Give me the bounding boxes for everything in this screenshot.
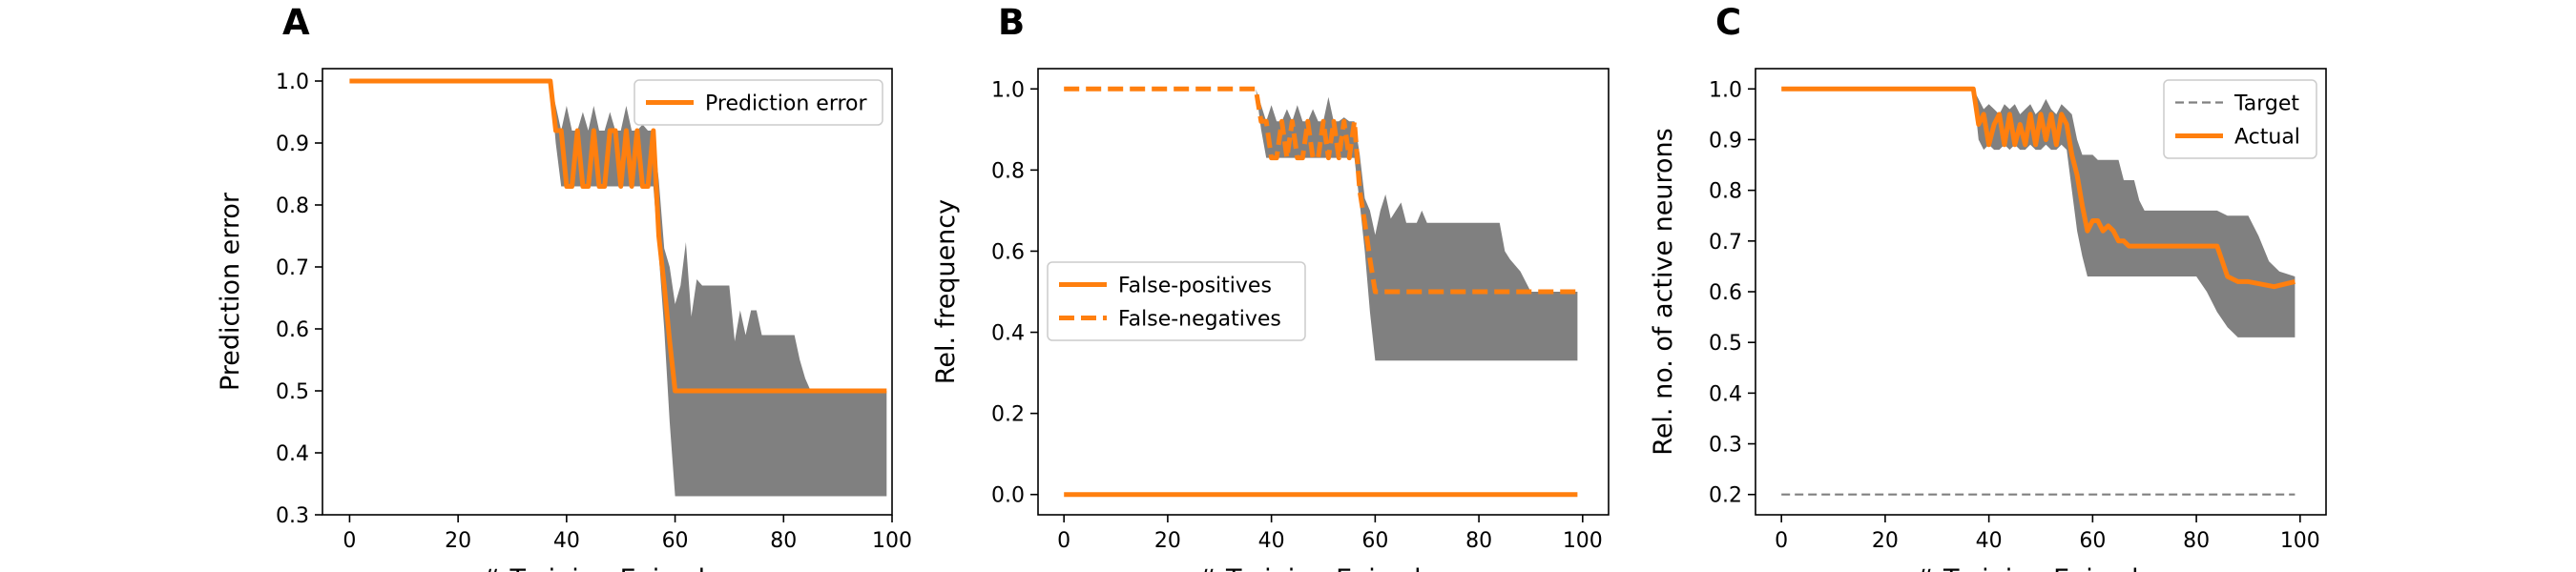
y-tick-label: 0.6	[276, 318, 309, 342]
y-tick-label: 0.4	[1709, 382, 1742, 406]
y-axis-label: Rel. frequency	[931, 199, 961, 384]
x-tick-label: 20	[445, 529, 471, 553]
plot-frame	[1037, 68, 1610, 516]
legend-box	[1047, 261, 1306, 341]
series-line-actual	[1781, 86, 2296, 290]
x-tick-label: 0	[1057, 529, 1070, 553]
x-tick-label: 100	[2280, 529, 2320, 553]
legend: Prediction error	[634, 79, 883, 126]
panel-letter: B	[998, 2, 1025, 43]
legend-label: False-positives	[1118, 275, 1272, 298]
y-tick-label: 0.7	[1709, 231, 1742, 255]
panel-b: 0 20 40 60 80 100 0.0 0.2 0.4 0.6 0.8 1.0 # Training…	[931, 2, 1610, 572]
series-line-prediction-error	[349, 78, 887, 394]
x-tick-label: 20	[1872, 529, 1899, 553]
y-tick-label: 0.8	[1709, 180, 1742, 204]
y-axis-label: Rel. no. of active neurons	[1649, 128, 1678, 455]
y-tick-label: 0.7	[276, 256, 309, 280]
y-tick-label: 1.0	[276, 71, 309, 94]
plot-frame	[322, 68, 893, 516]
y-tick-label: 0.6	[991, 240, 1025, 264]
y-tick-label: 0.5	[1709, 332, 1742, 356]
x-tick-label: 100	[1563, 529, 1603, 553]
y-tick-label: 0.9	[1709, 129, 1742, 153]
legend-box	[634, 79, 883, 126]
series-line-false-negatives	[1064, 86, 1578, 295]
panel-c: 0 20 40 60 80 100 0.2 0.3 0.4 0.5 0.6 0.7 0.8 0.9 1.0 #…	[1649, 2, 2327, 572]
legend-label: False-negatives	[1118, 308, 1281, 332]
y-tick-label: 0.8	[991, 159, 1025, 183]
x-tick-label: 80	[770, 529, 797, 553]
legend-label: Target	[2233, 92, 2299, 116]
y-tick-label: 0.3	[1709, 434, 1742, 458]
legend: False-positives False-negatives	[1047, 261, 1306, 341]
x-tick-label: 40	[1258, 529, 1285, 553]
x-tick-label: 80	[2183, 529, 2210, 553]
panel-a: 0 20 40 60 80 100 0.3 0.4 0.5 0.6 0.7 0.8 0.9 1.0 # Tr…	[216, 2, 912, 572]
y-tick-label: 0.5	[276, 380, 309, 404]
x-tick-label: 80	[1465, 529, 1492, 553]
variability-band	[550, 81, 887, 497]
y-tick-label: 0.4	[991, 322, 1025, 346]
y-tick-label: 0.8	[276, 194, 309, 218]
legend-label: Prediction error	[705, 92, 867, 116]
y-tick-label: 1.0	[991, 78, 1025, 102]
x-tick-label: 0	[1775, 529, 1788, 553]
y-tick-label: 0.2	[991, 403, 1025, 427]
x-tick-label: 20	[1154, 529, 1181, 553]
y-tick-label: 0.0	[991, 484, 1025, 508]
x-tick-label: 60	[662, 529, 689, 553]
x-axis-label: # Training Episodes	[1196, 564, 1450, 572]
legend: Target Actual	[2163, 79, 2317, 159]
x-axis-label: # Training Episodes	[480, 564, 734, 572]
x-tick-label: 40	[553, 529, 580, 553]
panel-letter: C	[1715, 2, 1741, 43]
x-axis-label: # Training Episodes	[1914, 564, 2168, 572]
variability-band	[1973, 89, 2296, 337]
y-tick-label: 0.9	[276, 133, 309, 156]
y-tick-label: 0.3	[276, 504, 309, 528]
y-tick-label: 0.6	[1709, 281, 1742, 305]
x-tick-label: 60	[2079, 529, 2106, 553]
y-tick-label: 0.4	[276, 442, 309, 466]
panel-letter: A	[282, 2, 310, 43]
x-tick-label: 0	[343, 529, 356, 553]
legend-box	[2163, 79, 2317, 159]
legend-label: Actual	[2234, 126, 2300, 150]
x-tick-label: 40	[1976, 529, 2003, 553]
x-tick-label: 100	[872, 529, 912, 553]
y-tick-label: 1.0	[1709, 78, 1742, 102]
x-tick-label: 60	[1361, 529, 1388, 553]
y-tick-label: 0.2	[1709, 484, 1742, 508]
y-axis-label: Prediction error	[216, 192, 245, 391]
